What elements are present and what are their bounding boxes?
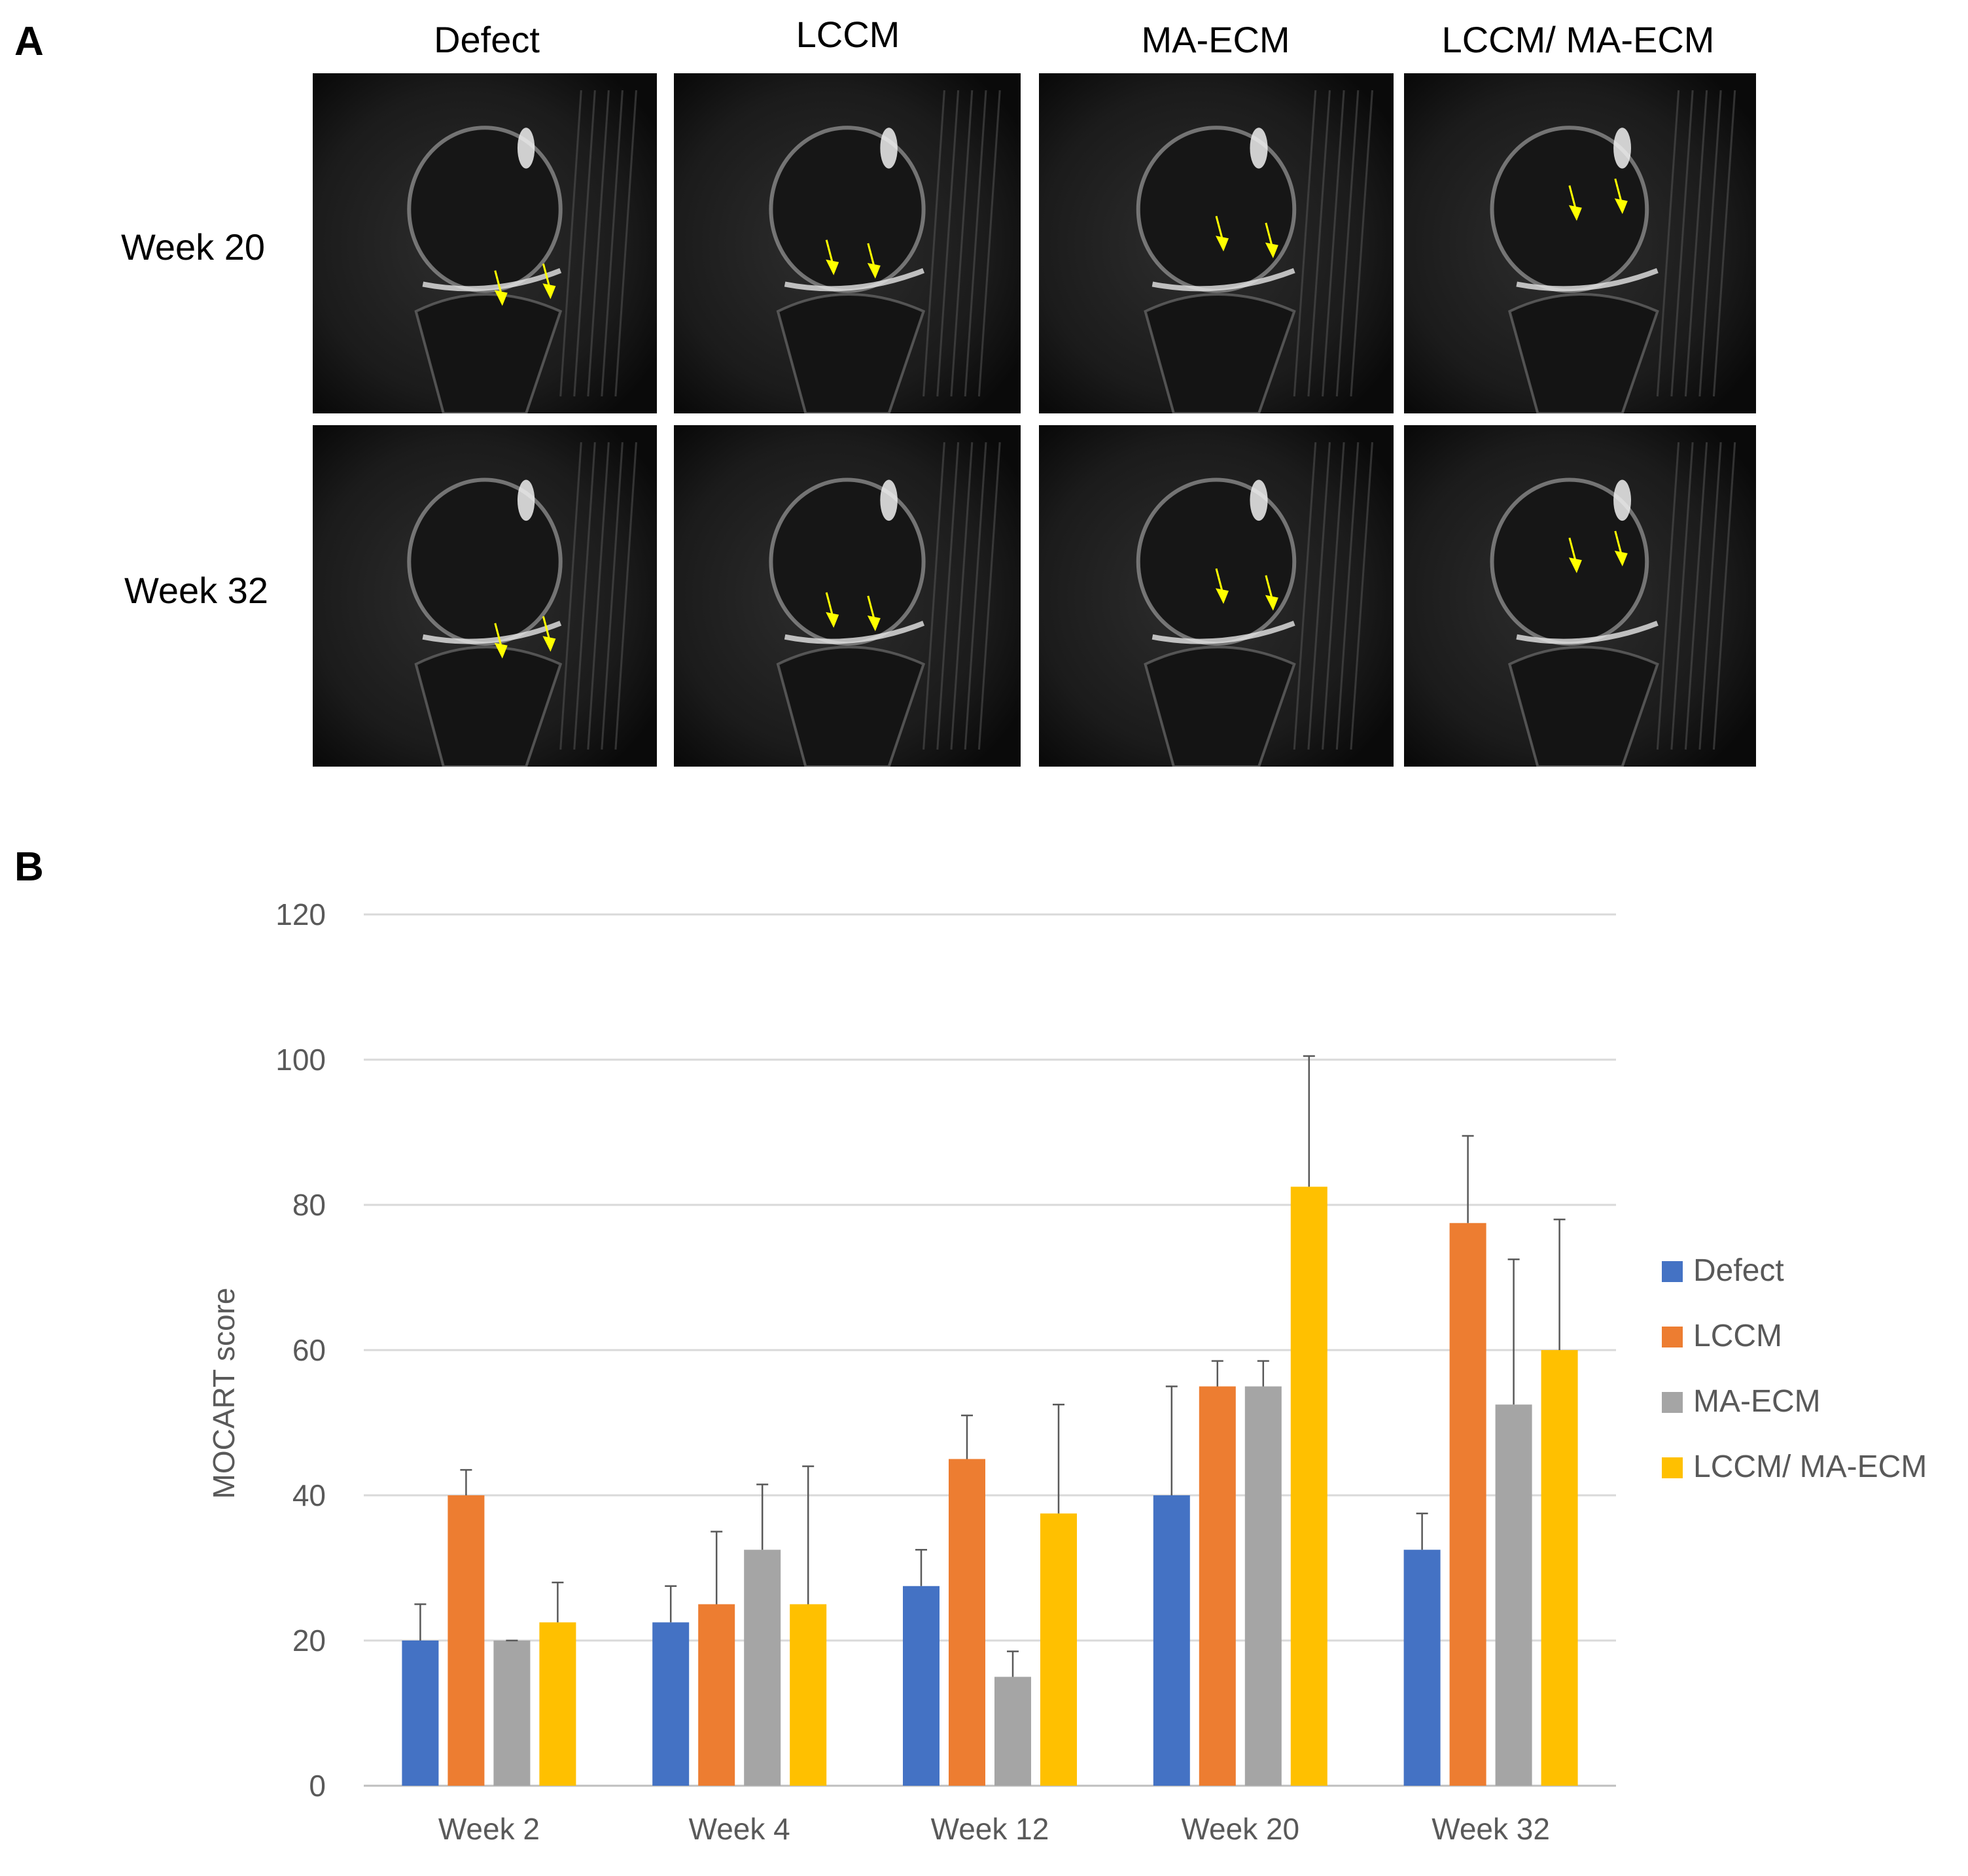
y-tick-label: 20 xyxy=(292,1624,326,1658)
x-tick-label: Week 12 xyxy=(931,1812,1049,1846)
y-tick-label: 40 xyxy=(292,1478,326,1512)
yellow-arrow-icon xyxy=(1265,222,1278,258)
bar xyxy=(493,1641,531,1786)
panel-a-label: A xyxy=(14,19,44,64)
yellow-arrow-icon xyxy=(867,243,881,279)
bar xyxy=(1153,1495,1190,1786)
legend-swatch xyxy=(1662,1392,1683,1413)
panel-b-label: B xyxy=(14,844,44,890)
bar xyxy=(1199,1386,1236,1786)
y-tick-label: 80 xyxy=(292,1188,326,1222)
mri-image-ma-ecm-week-20 xyxy=(1039,73,1394,413)
x-tick-label: Week 2 xyxy=(438,1812,540,1846)
bar xyxy=(1040,1513,1077,1786)
x-tick-label: Week 20 xyxy=(1181,1812,1299,1846)
column-label-lccm-ma-ecm: LCCM/ MA-ECM xyxy=(1441,19,1715,60)
bar xyxy=(1449,1223,1486,1786)
bar xyxy=(790,1604,827,1786)
row-label-week-32: Week 32 xyxy=(124,570,268,611)
legend-swatch xyxy=(1662,1261,1683,1282)
bar xyxy=(1495,1404,1532,1786)
bar xyxy=(903,1586,940,1786)
legend-label: Defect xyxy=(1693,1253,1784,1288)
yellow-arrow-icon xyxy=(1568,185,1582,221)
yellow-arrow-icon xyxy=(1614,178,1628,215)
legend-label: MA-ECM xyxy=(1693,1384,1821,1419)
bar xyxy=(949,1459,985,1786)
bar xyxy=(448,1495,485,1786)
yellow-arrow-icon xyxy=(1265,575,1278,611)
column-label-lccm: LCCM xyxy=(796,14,900,55)
bar xyxy=(1244,1386,1282,1786)
bar xyxy=(744,1550,781,1786)
bar xyxy=(1541,1350,1578,1786)
y-axis-label: MOCART score xyxy=(207,1288,241,1499)
mri-image-lccm-ma-ecm-week-32 xyxy=(1404,425,1756,767)
bar xyxy=(539,1622,576,1786)
yellow-arrow-icon xyxy=(494,270,508,306)
bar xyxy=(1290,1187,1327,1786)
legend-swatch xyxy=(1662,1457,1683,1478)
yellow-arrow-icon xyxy=(1215,216,1229,252)
yellow-arrow-icon xyxy=(1614,530,1628,566)
yellow-arrow-icon xyxy=(1215,568,1229,604)
yellow-arrow-icon xyxy=(542,616,556,652)
yellow-arrow-icon xyxy=(542,263,556,300)
yellow-arrow-icon xyxy=(1568,537,1582,574)
mri-image-defect-week-32 xyxy=(313,425,657,767)
x-tick-label: Week 4 xyxy=(689,1812,790,1846)
legend-label: LCCM xyxy=(1693,1319,1782,1353)
mri-image-lccm-week-20 xyxy=(674,73,1021,413)
bar xyxy=(652,1622,690,1786)
mri-image-lccm-week-32 xyxy=(674,425,1021,767)
mri-image-defect-week-20 xyxy=(313,73,657,413)
yellow-arrow-icon xyxy=(867,595,881,631)
legend-swatch xyxy=(1662,1327,1683,1347)
bar xyxy=(698,1604,735,1786)
bar xyxy=(1403,1550,1441,1786)
y-tick-label: 0 xyxy=(309,1769,326,1803)
y-tick-label: 120 xyxy=(275,897,326,931)
bar-chart: 0 20 40 60 80 100 120 Week 2 Week 4 Week 12 Week 2… xyxy=(207,897,1927,1846)
column-label-defect: Defect xyxy=(434,19,540,60)
yellow-arrow-icon xyxy=(494,623,508,659)
mri-image-ma-ecm-week-32 xyxy=(1039,425,1394,767)
yellow-arrow-icon xyxy=(825,239,839,275)
mri-image-lccm-ma-ecm-week-20 xyxy=(1404,73,1756,413)
y-tick-label: 60 xyxy=(292,1333,326,1367)
yellow-arrow-icon xyxy=(825,592,839,628)
bar xyxy=(994,1676,1031,1786)
legend-label: LCCM/ MA-ECM xyxy=(1693,1450,1927,1484)
y-tick-label: 100 xyxy=(275,1043,326,1077)
x-tick-label: Week 32 xyxy=(1432,1812,1550,1846)
column-label-ma-ecm: MA-ECM xyxy=(1141,19,1290,60)
bar xyxy=(402,1641,439,1786)
row-label-week-20: Week 20 xyxy=(121,226,265,268)
